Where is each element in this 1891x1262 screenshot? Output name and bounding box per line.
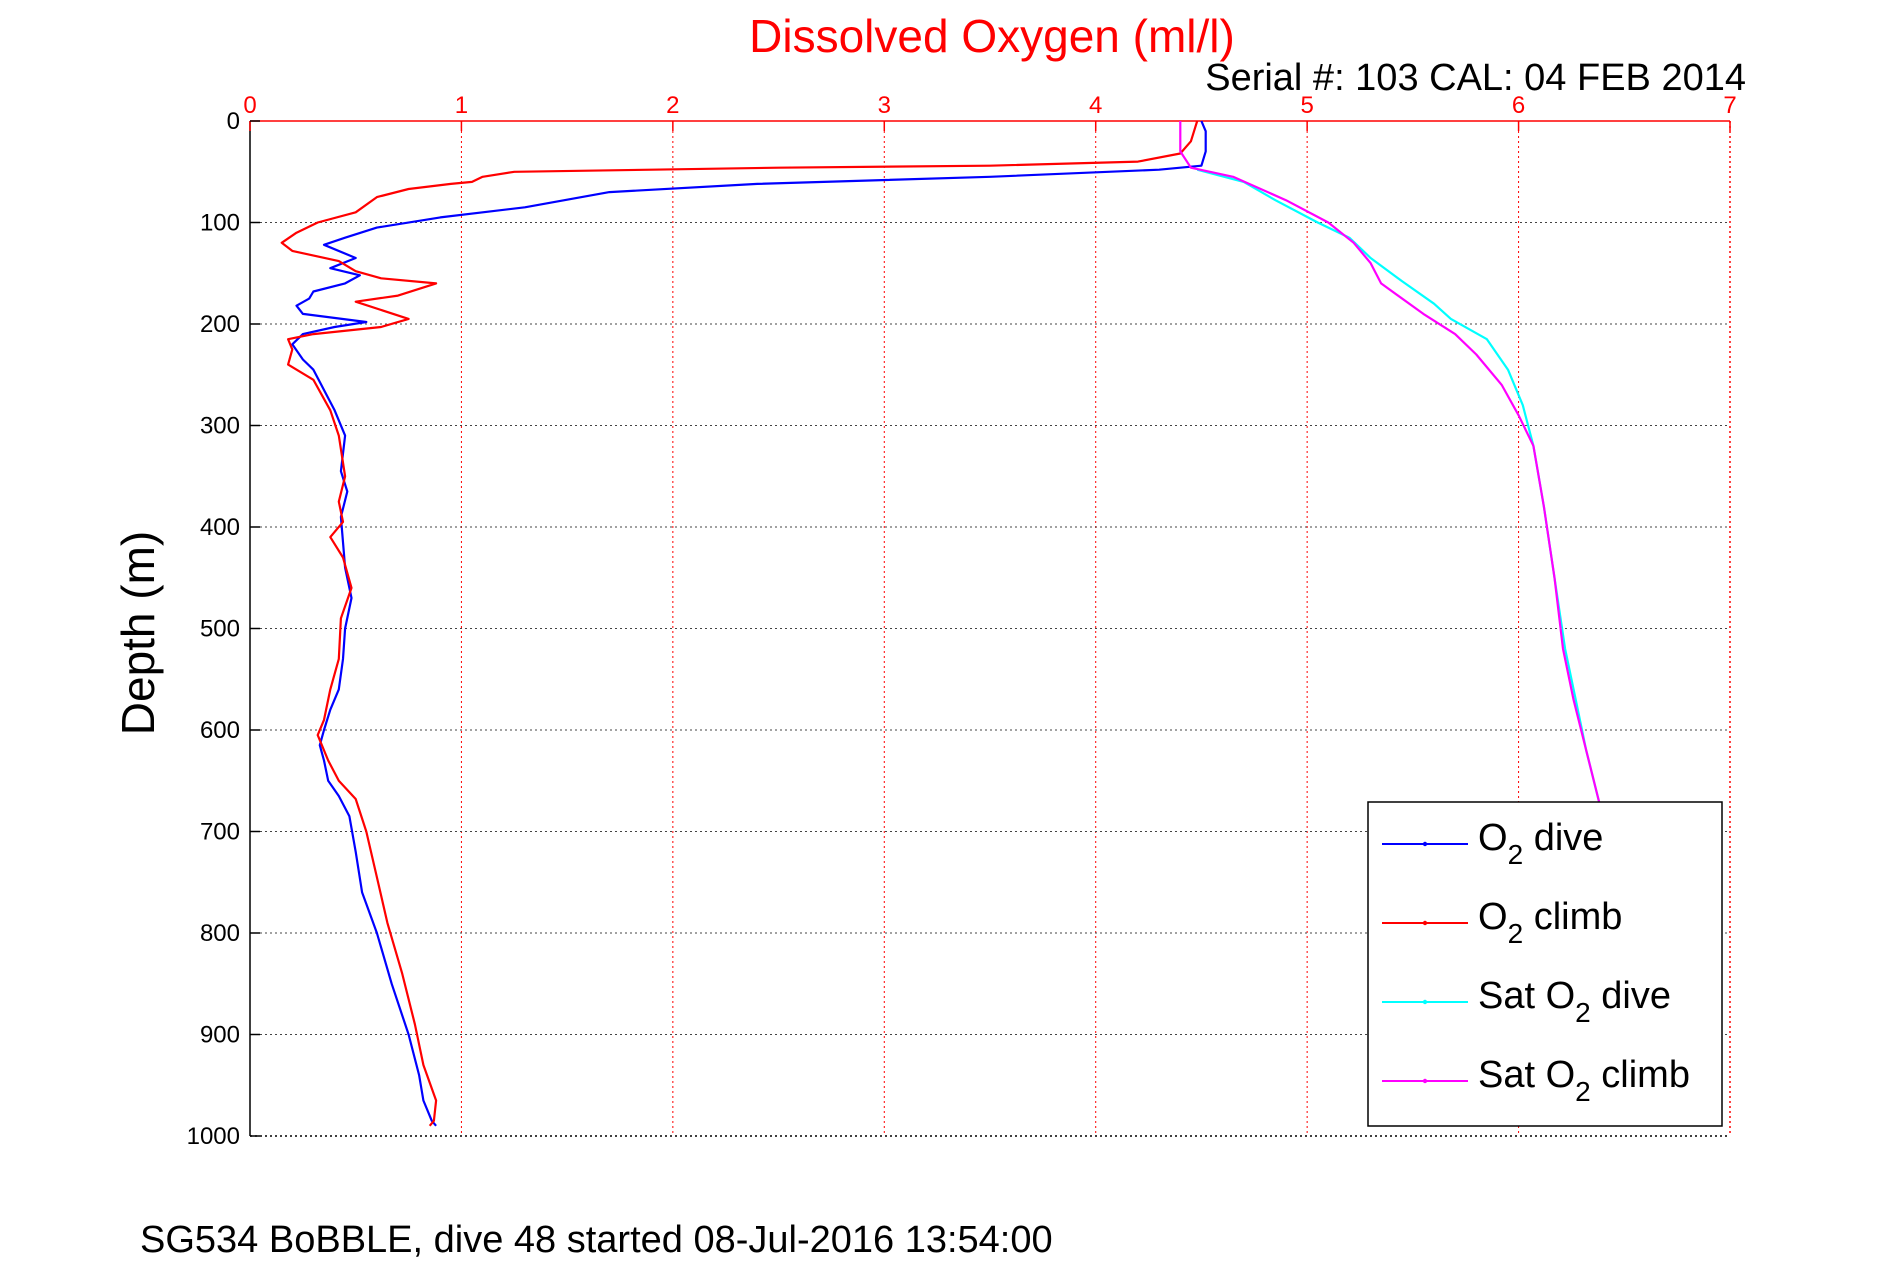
chart-title: Dissolved Oxygen (ml/l) (749, 10, 1235, 62)
legend-marker-4 (1422, 1078, 1428, 1084)
y-tick-label: 200 (200, 311, 240, 338)
x-tick-label: 6 (1512, 92, 1525, 119)
y-axis-label: Depth (m) (112, 531, 164, 735)
x-tick-label: 1 (455, 92, 468, 119)
x-tick-label: 4 (1089, 92, 1102, 119)
legend-marker-1 (1422, 841, 1428, 847)
chart-subtitle: Serial #: 103 CAL: 04 FEB 2014 (1205, 57, 1746, 99)
y-tick-label: 300 (200, 413, 240, 440)
y-tick-label: 100 (200, 210, 240, 237)
y-tick-label: 700 (200, 819, 240, 846)
y-tick-label: 500 (200, 616, 240, 643)
y-tick-label: 900 (200, 1022, 240, 1049)
series-line-4 (1179, 121, 1662, 1127)
legend-label-2: O2 climb (1478, 896, 1622, 949)
series-group (280, 120, 1662, 1127)
y-tick-label: 800 (200, 920, 240, 947)
legend-label-3: Sat O2 dive (1478, 975, 1671, 1028)
x-tick-label: 0 (243, 92, 256, 119)
x-tick-label: 3 (878, 92, 891, 119)
legend-marker-2 (1422, 920, 1428, 926)
x-tick-label: 2 (666, 92, 679, 119)
x-tick-label: 7 (1723, 92, 1736, 119)
series-line-3 (1196, 168, 1600, 802)
legend-box (1367, 801, 1723, 1127)
legend-marker-3 (1422, 999, 1428, 1005)
y-tick-label: 600 (200, 717, 240, 744)
series-line-1 (291, 120, 1207, 1127)
grid (250, 121, 1730, 1136)
legend: O2 dive O2 climb Sat O2 dive Sat O2 climb (1367, 801, 1723, 1127)
axes: 0 1 2 3 4 5 6 7 0 100 200 300 400 500 600 700 800 900 1000 (187, 92, 1737, 1150)
chart-footer: SG534 BoBBLE, dive 48 started 08-Jul-201… (140, 1219, 1053, 1261)
y-tick-label: 1000 (187, 1123, 240, 1150)
y-tick-label: 0 (227, 108, 240, 135)
series-line-2 (280, 120, 1199, 1127)
legend-label-1: O2 dive (1478, 817, 1603, 870)
x-tick-label: 5 (1300, 92, 1313, 119)
y-tick-label: 400 (200, 514, 240, 541)
legend-label-4: Sat O2 climb (1478, 1054, 1690, 1107)
